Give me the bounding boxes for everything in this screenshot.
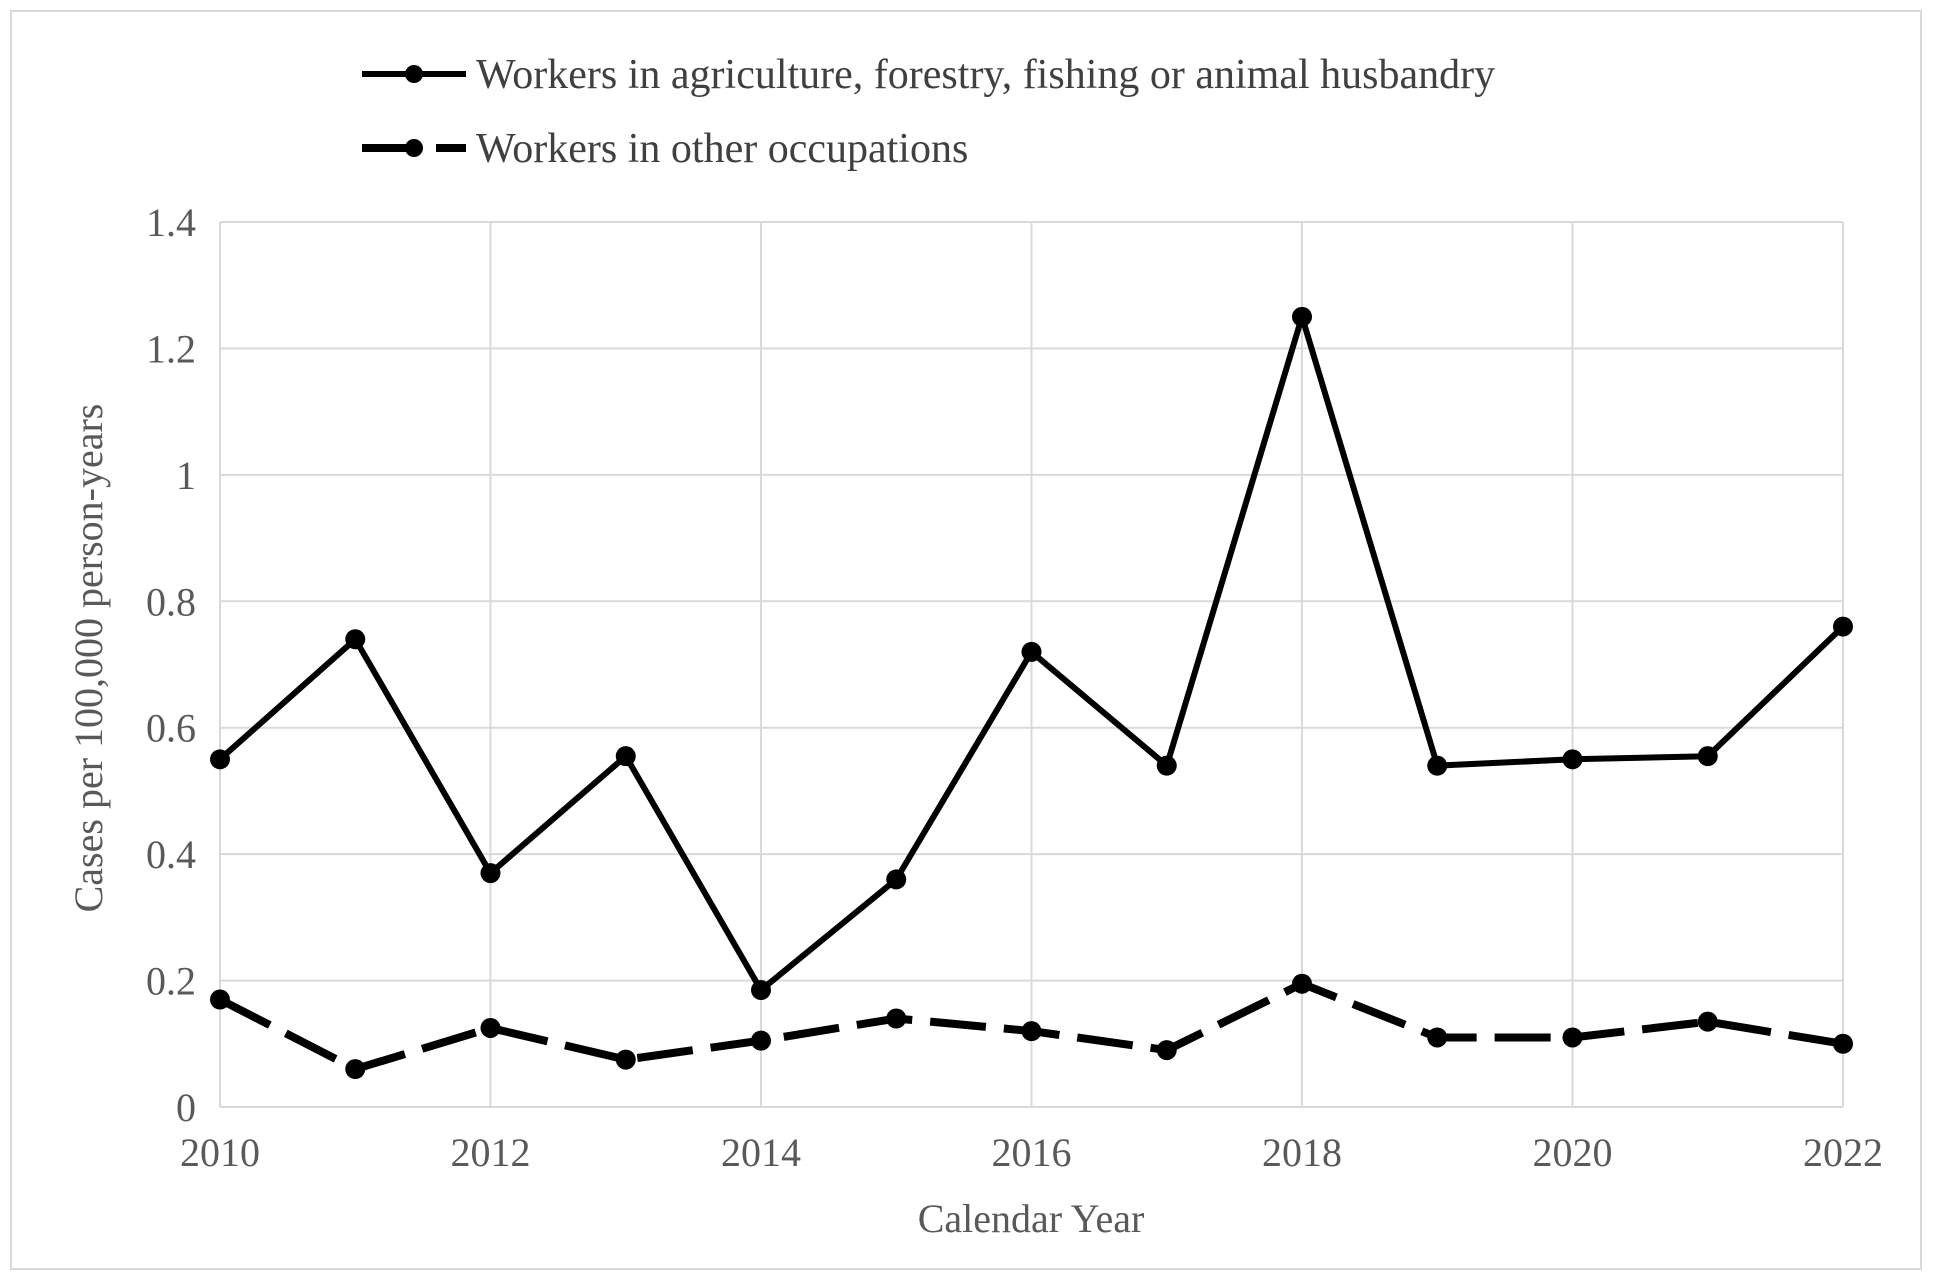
gridlines — [219, 221, 1844, 1108]
x-tick-label: 2022 — [1803, 1130, 1883, 1175]
series-1 — [210, 306, 1853, 1001]
data-point — [1292, 306, 1312, 327]
data-point — [210, 749, 230, 770]
data-point — [480, 863, 501, 884]
y-tick-label: 0.8 — [146, 579, 196, 624]
data-point — [1156, 755, 1177, 776]
y-tick-label: 0.2 — [146, 959, 196, 1004]
x-tick-label: 2016 — [992, 1130, 1072, 1175]
legend-marker — [405, 139, 423, 157]
legend-label-series-2: Workers in other occupations — [476, 126, 968, 172]
data-point — [751, 1030, 771, 1051]
data-point — [1427, 1027, 1448, 1048]
y-tick-label: 1 — [176, 453, 196, 498]
y-axis-title: Cases per 100,000 person-years — [66, 404, 111, 913]
legend: Workers in agriculture, forestry, fishin… — [362, 52, 1495, 172]
legend-item-series-2: Workers in other occupations — [362, 126, 968, 172]
data-point — [615, 746, 636, 767]
y-tick-label: 0.6 — [146, 706, 196, 751]
series — [210, 306, 1853, 1080]
x-tick-label: 2018 — [1262, 1130, 1342, 1175]
x-axis-title: Calendar Year — [918, 1196, 1145, 1241]
data-point — [345, 1059, 366, 1080]
data-point — [1833, 1033, 1853, 1054]
legend-item-series-1: Workers in agriculture, forestry, fishin… — [362, 52, 1495, 98]
legend-marker — [405, 65, 423, 83]
data-point — [751, 980, 771, 1001]
data-point — [1021, 641, 1042, 662]
y-tick-label: 0.4 — [146, 832, 196, 877]
y-tick-label: 1.4 — [146, 200, 196, 245]
legend-label-series-1: Workers in agriculture, forestry, fishin… — [476, 52, 1495, 98]
data-point — [615, 1049, 636, 1070]
data-point — [345, 629, 366, 650]
data-point — [1292, 973, 1312, 994]
x-tick-label: 2020 — [1533, 1130, 1613, 1175]
data-point — [1833, 616, 1853, 637]
data-point — [1562, 749, 1583, 770]
data-point — [886, 869, 907, 890]
y-axis-ticks: 0 0.2 0.4 0.6 0.8 1 1.2 1.4 — [146, 200, 196, 1130]
data-point — [1156, 1040, 1177, 1061]
data-point — [480, 1017, 501, 1038]
chart-frame — [10, 10, 1922, 1270]
x-tick-label: 2012 — [451, 1130, 531, 1175]
data-point — [1697, 746, 1718, 767]
data-point — [1697, 1011, 1718, 1032]
x-tick-label: 2010 — [180, 1130, 260, 1175]
data-point — [886, 1008, 907, 1029]
data-point — [210, 989, 230, 1010]
series-2 — [210, 973, 1853, 1080]
data-point — [1562, 1027, 1583, 1048]
data-point — [1021, 1021, 1042, 1042]
y-tick-label: 1.2 — [146, 326, 196, 371]
x-axis-ticks: 2010 2012 2014 2016 2018 2020 2022 — [180, 1130, 1883, 1175]
data-point — [1427, 755, 1448, 776]
y-tick-label: 0 — [176, 1085, 196, 1130]
x-tick-label: 2014 — [721, 1130, 801, 1175]
